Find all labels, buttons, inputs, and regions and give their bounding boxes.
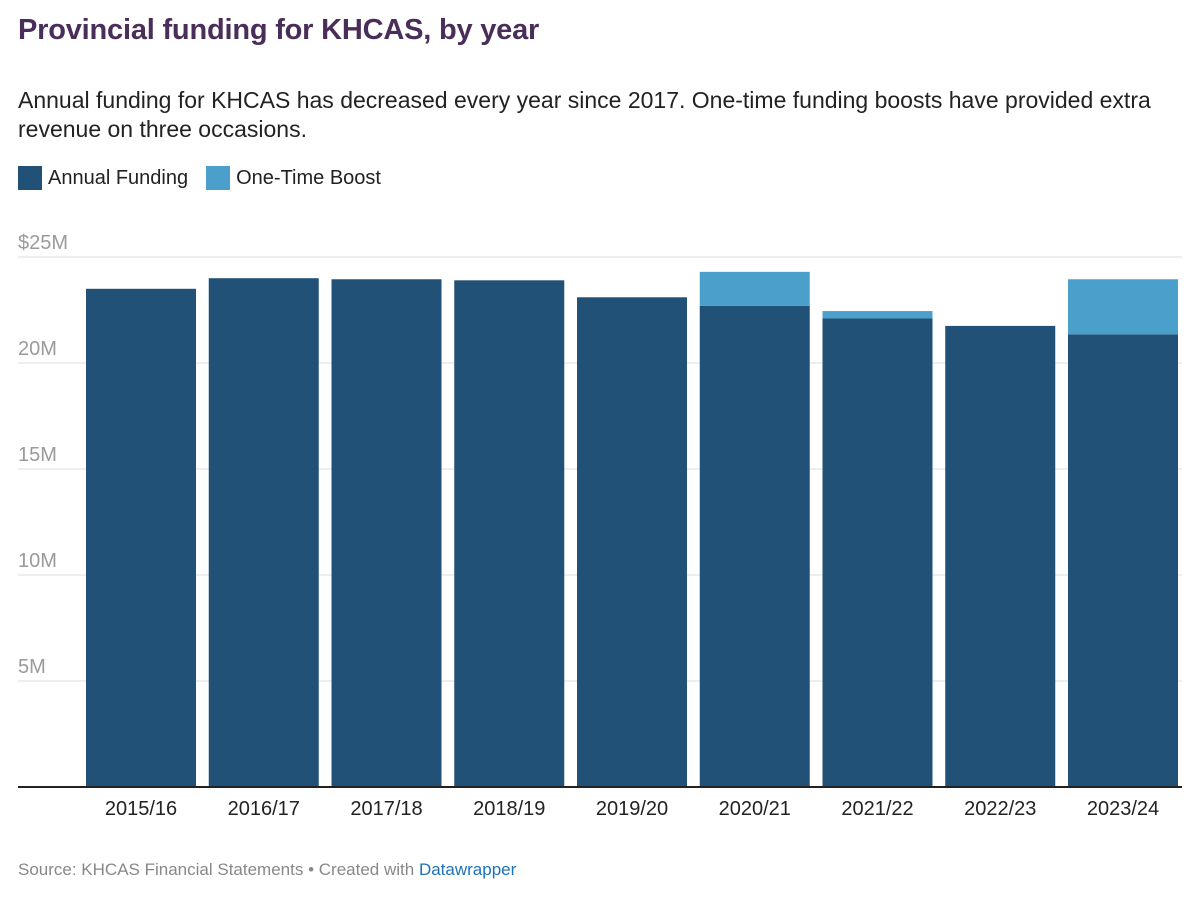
bar-one-time-boost (822, 311, 933, 319)
legend-item-one-time-boost: One-Time Boost (206, 166, 381, 190)
y-tick-label: 5M (18, 656, 46, 678)
x-tick-label: 2019/20 (596, 798, 668, 820)
footer: Source: KHCAS Financial Statements • Cre… (18, 860, 516, 880)
datawrapper-link[interactable]: Datawrapper (418, 860, 517, 879)
bar-annual-funding (822, 318, 933, 787)
bar-one-time-boost (1068, 279, 1178, 335)
x-tick-label: 2023/24 (1087, 798, 1159, 820)
bar-annual-funding (699, 305, 810, 787)
created-with-text: Created with (318, 860, 419, 879)
legend-swatch-annual-funding (18, 166, 42, 190)
footer-separator: • (303, 860, 319, 879)
legend-label-one-time-boost: One-Time Boost (236, 166, 381, 189)
legend-item-annual-funding: Annual Funding (18, 166, 188, 190)
legend: Annual Funding One-Time Boost (18, 166, 399, 190)
bar-annual-funding (1068, 334, 1178, 787)
legend-label-annual-funding: Annual Funding (48, 166, 189, 189)
bar-annual-funding (454, 280, 565, 787)
y-tick-label: $25M (18, 232, 68, 254)
chart-title: Provincial funding for KHCAS, by year (18, 14, 540, 46)
x-tick-label: 2016/17 (228, 798, 300, 820)
bar-annual-funding (945, 325, 1056, 787)
bar-annual-funding (86, 288, 196, 787)
x-tick-label: 2021/22 (841, 798, 913, 820)
y-tick-label: 15M (18, 444, 57, 466)
chart-subtitle: Annual funding for KHCAS has decreased e… (18, 87, 1151, 142)
x-tick-label: 2015/16 (105, 798, 177, 820)
source-text: Source: KHCAS Financial Statements (18, 860, 304, 879)
y-tick-label: 10M (18, 550, 57, 572)
bar-annual-funding (577, 297, 687, 787)
x-tick-label: 2020/21 (719, 798, 791, 820)
x-tick-label: 2022/23 (964, 798, 1036, 820)
y-tick-label: 20M (18, 338, 57, 360)
legend-swatch-one-time-boost (206, 166, 231, 190)
bar-chart: $25M 20M 15M 10M 5M 2015/16 2016/17 2017/18 2018… (18, 232, 1182, 820)
x-tick-label: 2018/19 (473, 798, 545, 820)
bar-one-time-boost (699, 271, 810, 306)
bar-annual-funding (208, 278, 319, 787)
x-tick-label: 2017/18 (350, 798, 422, 820)
bar-annual-funding (331, 279, 442, 787)
